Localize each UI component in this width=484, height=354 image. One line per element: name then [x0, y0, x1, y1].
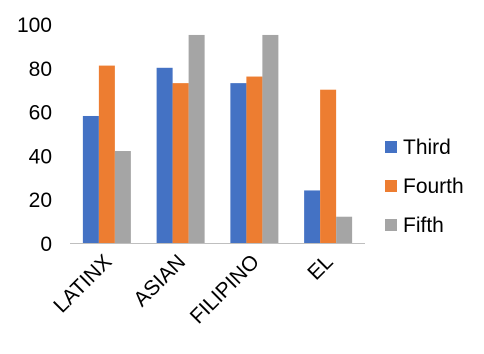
legend-swatch-third [385, 141, 397, 153]
y-tick-label: 20 [29, 189, 52, 212]
bar-fourth-filipino [246, 76, 263, 243]
y-tick-label: 40 [29, 145, 52, 168]
legend-swatch-fifth [385, 219, 397, 231]
category-label: LATINX [49, 250, 116, 317]
bar-third-el [304, 190, 321, 243]
bar-third-filipino [230, 83, 247, 243]
legend-swatch-fourth [385, 180, 397, 192]
legend-label-fourth: Fourth [403, 175, 464, 198]
category-label: ASIAN [129, 250, 190, 311]
bar-fifth-asian [188, 34, 205, 244]
category-label: FILIPINO [186, 250, 264, 328]
bar-third-asian [156, 67, 173, 243]
y-axis-ticks: 0 20 40 60 80 100 [17, 14, 52, 256]
bar-third-latinx [82, 115, 99, 243]
legend-label-fifth: Fifth [403, 214, 444, 237]
bar-fourth-latinx [98, 65, 115, 243]
bar-fifth-latinx [114, 151, 131, 243]
bars [82, 34, 353, 244]
bar-fifth-el [336, 216, 353, 243]
y-tick-label: 60 [29, 102, 52, 125]
bar-fourth-el [320, 89, 337, 243]
bar-fifth-filipino [262, 34, 279, 244]
bar-fourth-asian [172, 83, 189, 243]
y-tick-label: 100 [17, 14, 52, 37]
y-tick-label: 0 [40, 233, 52, 256]
legend-label-third: Third [403, 136, 451, 159]
legend: Third Fourth Fifth [385, 136, 464, 237]
category-label: EL [303, 250, 337, 284]
y-tick-label: 80 [29, 58, 52, 81]
